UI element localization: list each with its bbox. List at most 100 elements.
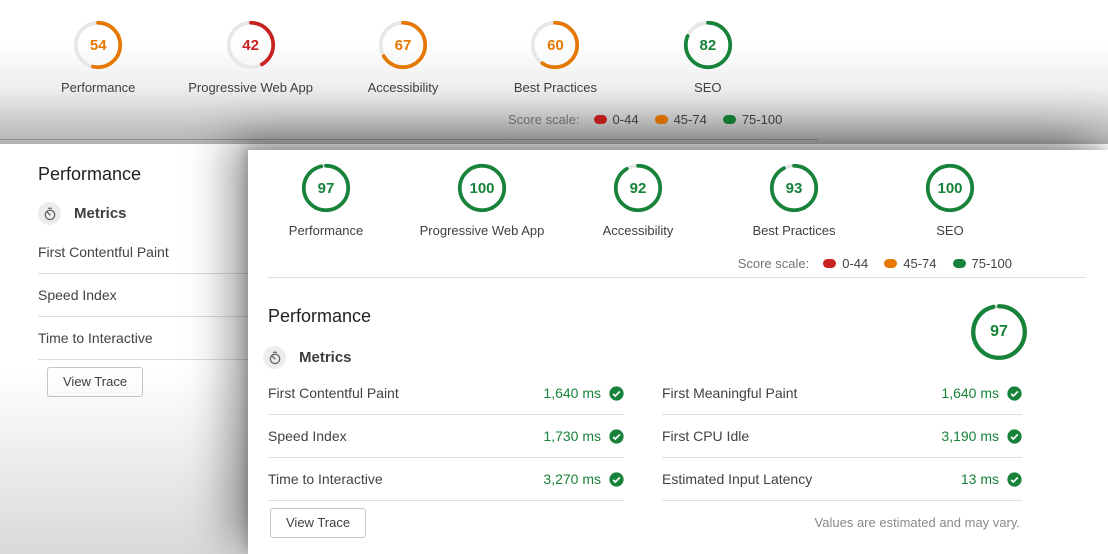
metric-label: Time to Interactive xyxy=(38,330,153,346)
metric-value: 1,640 ms xyxy=(543,385,601,401)
pass-check-icon xyxy=(609,471,624,487)
metric-row: First CPU Idle 3,190 ms xyxy=(662,415,1022,458)
metric-label: Speed Index xyxy=(38,287,117,303)
metric-row: First Meaningful Paint 1,640 ms xyxy=(662,372,1022,415)
metrics-table-left: First Contentful Paint 1,640 ms Speed In… xyxy=(268,372,624,501)
pass-check-icon xyxy=(609,428,624,444)
score-gauge: 82 xyxy=(683,20,733,70)
gauge-ring-icon xyxy=(769,163,819,213)
gauge-ring-icon xyxy=(301,163,351,213)
gauge-ring-icon xyxy=(613,163,663,213)
scale-range: 0-44 xyxy=(593,112,639,127)
score-scale-legend: Score scale: 0-44 45-74 75-100 xyxy=(508,112,782,127)
scale-range: 75-100 xyxy=(722,112,783,127)
category-score[interactable]: 100 Progressive Web App xyxy=(404,163,560,238)
metric-value: 3,270 ms xyxy=(543,471,601,487)
range-label: 45-74 xyxy=(673,112,707,127)
metrics-group-header: Metrics xyxy=(263,346,352,369)
values-footnote: Values are estimated and may vary. xyxy=(814,515,1020,531)
pass-check-icon xyxy=(609,385,624,401)
gauge-score-value: 60 xyxy=(547,36,564,54)
gauge-score-value: 67 xyxy=(394,36,412,54)
score-gauge: 92 xyxy=(613,163,663,213)
category-score[interactable]: 42 Progressive Web App xyxy=(174,20,326,95)
scores-divider xyxy=(268,277,1086,278)
score-gauge: 100 xyxy=(925,163,975,213)
gauge-ring-icon xyxy=(378,20,428,70)
score-gauge: 100 xyxy=(457,163,507,213)
category-score[interactable]: 67 Accessibility xyxy=(327,20,479,95)
gauge-score-value: 97 xyxy=(990,323,1008,340)
gauge-category-label: Best Practices xyxy=(513,80,597,95)
metric-label: First CPU Idle xyxy=(662,428,750,444)
metric-row: Speed Index 1,730 ms xyxy=(268,415,624,458)
range-label: 0-44 xyxy=(842,256,869,271)
metric-value: 1,730 ms xyxy=(543,428,601,444)
category-score[interactable]: 54 Performance xyxy=(22,20,174,95)
gauge-ring-icon xyxy=(74,20,123,70)
range-dot-icon xyxy=(952,259,966,268)
timer-icon xyxy=(263,346,286,369)
category-score[interactable]: 100 SEO xyxy=(872,163,1028,238)
section-title: Performance xyxy=(38,164,142,184)
metric-label: Time to Interactive xyxy=(268,471,383,487)
category-score[interactable]: 92 Accessibility xyxy=(560,163,716,238)
background-metric-list: First Contentful Paint Speed Index Time … xyxy=(38,231,253,360)
gauge-ring-icon xyxy=(971,304,1027,360)
background-category-gauges: 54 Performance 42 Progressive Web App xyxy=(22,20,784,95)
range-dot-icon xyxy=(884,259,898,268)
scale-range: 0-44 xyxy=(823,256,868,271)
metric-label: First Meaningful Paint xyxy=(662,385,798,401)
gauge-category-label: Performance xyxy=(60,80,136,95)
gauge-category-label: SEO xyxy=(936,223,964,238)
metrics-group-label: Metrics xyxy=(299,349,352,366)
gauge-category-label: Progressive Web App xyxy=(419,223,545,238)
metric-value: 3,190 ms xyxy=(941,428,999,444)
metric-label: Speed Index xyxy=(268,428,347,444)
range-dot-icon xyxy=(823,259,837,268)
range-dot-icon xyxy=(654,115,668,124)
view-trace-button[interactable]: View Trace xyxy=(270,508,367,538)
scale-range: 75-100 xyxy=(952,256,1012,271)
category-score[interactable]: 97 Performance xyxy=(248,163,404,238)
score-gauge: 60 xyxy=(530,20,580,70)
metrics-table-right: First Meaningful Paint 1,640 ms First CP… xyxy=(662,372,1022,501)
score-scale-label: Score scale: xyxy=(737,256,810,271)
gauge-ring-icon xyxy=(925,163,975,213)
gauge-category-label: Progressive Web App xyxy=(188,80,313,95)
metric-row: Speed Index xyxy=(38,274,253,317)
metrics-group-header: Metrics xyxy=(38,202,127,225)
category-score[interactable]: 82 SEO xyxy=(632,20,784,95)
gauge-ring-icon xyxy=(531,20,580,70)
metrics-tables: First Contentful Paint 1,640 ms Speed In… xyxy=(268,372,1022,501)
pass-check-icon xyxy=(1007,428,1022,444)
score-scale-label: Score scale: xyxy=(508,112,580,127)
metric-value: 1,640 ms xyxy=(941,385,999,401)
gauge-category-label: SEO xyxy=(694,80,722,95)
scale-range: 45-74 xyxy=(884,256,937,271)
gauge-category-label: Best Practices xyxy=(752,223,836,238)
category-score[interactable]: 60 Best Practices xyxy=(479,20,631,95)
gauge-score-value: 100 xyxy=(469,179,495,197)
gauge-ring-icon xyxy=(683,20,732,70)
range-dot-icon xyxy=(722,115,736,124)
range-label: 75-100 xyxy=(741,112,783,127)
foreground-report-panel: 97 Performance 100 Progressive Web App xyxy=(248,150,1108,554)
metric-row: First Contentful Paint xyxy=(38,231,253,274)
gauge-category-label: Accessibility xyxy=(602,223,674,238)
section-title: Performance xyxy=(268,306,372,326)
gauge-score-value: 100 xyxy=(937,179,963,197)
score-scale-ranges: 0-44 45-74 75-100 xyxy=(593,112,783,127)
view-trace-button[interactable]: View Trace xyxy=(47,367,144,397)
score-gauge: 97 xyxy=(301,163,351,213)
gauge-score-value: 82 xyxy=(699,36,717,54)
score-scale-legend: Score scale: 0-44 45-74 75-100 xyxy=(738,256,1012,271)
category-score[interactable]: 93 Best Practices xyxy=(716,163,872,238)
score-gauge: 67 xyxy=(378,20,428,70)
foreground-category-gauges: 97 Performance 100 Progressive Web App xyxy=(248,163,1028,238)
panel-footer: View Trace Values are estimated and may … xyxy=(270,508,1020,538)
timer-icon xyxy=(38,202,61,225)
metric-value: 13 ms xyxy=(960,471,999,487)
metric-row: Estimated Input Latency 13 ms xyxy=(662,458,1022,501)
